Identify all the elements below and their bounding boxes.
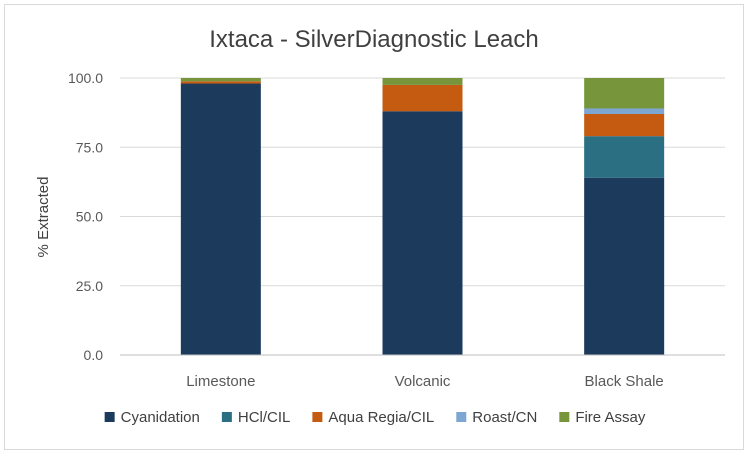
legend-swatch (104, 412, 115, 422)
bar-volcanic-fire-assay (382, 78, 463, 85)
bar-black-shale-aqua-regia-cil (584, 114, 665, 137)
x-category-label: Volcanic (395, 373, 451, 390)
chart-title: Ixtaca - SilverDiagnostic Leach (209, 26, 538, 53)
bar-black-shale-fire-assay (584, 78, 665, 109)
x-category-label: Black Shale (585, 373, 664, 390)
x-axis-categories: Limestone Volcanic Black Shale (186, 373, 664, 390)
x-category-label: Limestone (186, 373, 255, 390)
legend-swatch (312, 412, 323, 422)
legend-item: HCl/CIL (221, 409, 291, 426)
y-tick-label: 0.0 (84, 347, 104, 363)
legend-swatch (456, 412, 467, 422)
legend-item: Cyanidation (104, 409, 200, 426)
bar-limestone-aqua-regia-cil (180, 81, 261, 84)
y-axis-label: % Extracted (35, 177, 52, 258)
bar-black-shale-roast-cn (584, 108, 665, 115)
legend-item: Fire Assay (559, 409, 646, 426)
bar-limestone-fire-assay (180, 78, 261, 82)
legend-label: Aqua Regia/CIL (328, 409, 434, 426)
bar-black-shale-hcl-cil (584, 136, 665, 178)
legend: Cyanidation HCl/CIL Aqua Regia/CIL Roast/CN… (104, 409, 646, 426)
legend-item: Aqua Regia/CIL (312, 409, 434, 426)
bars (180, 78, 665, 356)
y-axis-ticks: 0.0 25.0 50.0 75.0 100.0 (68, 70, 103, 363)
y-tick-label: 50.0 (76, 209, 103, 225)
y-tick-label: 75.0 (76, 139, 103, 155)
bar-volcanic-aqua-regia-cil (382, 84, 463, 112)
legend-label: Cyanidation (121, 409, 200, 426)
legend-item: Roast/CN (456, 409, 537, 426)
y-tick-label: 100.0 (68, 70, 103, 86)
legend-label: HCl/CIL (238, 409, 291, 426)
bar-limestone-cyanidation (180, 83, 261, 355)
y-tick-label: 25.0 (76, 278, 103, 294)
legend-label: Fire Assay (575, 409, 646, 426)
bar-volcanic-cyanidation (382, 111, 463, 356)
bar-black-shale-cyanidation (584, 177, 665, 355)
legend-swatch (559, 412, 570, 422)
legend-swatch (221, 412, 232, 422)
legend-label: Roast/CN (472, 409, 537, 426)
